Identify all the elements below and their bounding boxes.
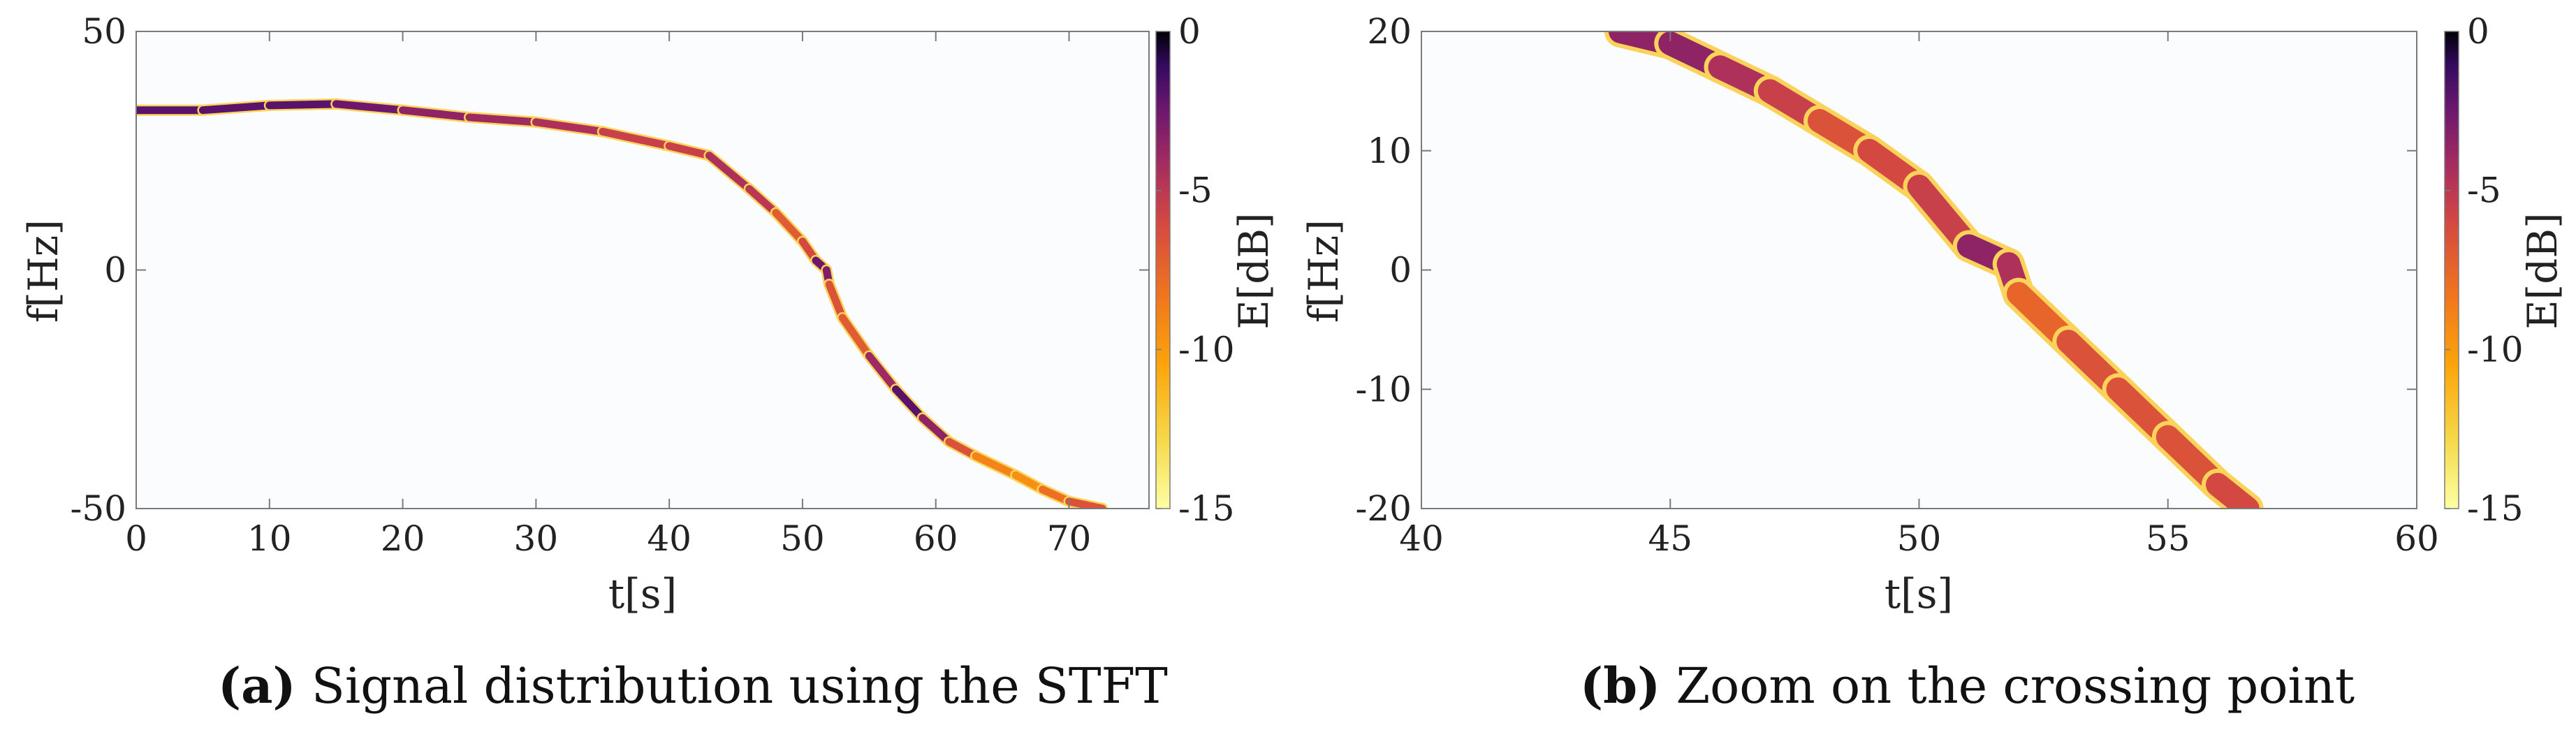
y-tick-label: 50 <box>82 11 126 52</box>
x-tick-label: 45 <box>1648 518 1692 559</box>
colorbar-ticks-b: 0 -5 -10 -15 <box>2445 11 2524 529</box>
caption-a-tag: (a) <box>218 657 296 715</box>
caption-a: (a) Signal distribution using the STFT <box>218 657 1168 715</box>
ridge-segment-1 <box>198 101 274 115</box>
x-tick-label: 30 <box>514 518 559 559</box>
colorbar-a <box>1155 31 1171 509</box>
colorbar-tick-label: -15 <box>1178 488 1235 529</box>
colorbar-tick-label: 0 <box>1178 11 1201 52</box>
ridge-segment-10 <box>745 184 780 217</box>
y-axis-label-a: f[Hz] <box>20 219 67 323</box>
colorbar-ticks-a: 0 -5 -10 -15 <box>1156 11 1235 529</box>
plot-area-b <box>1421 31 2417 509</box>
x-tick-label: 50 <box>1897 518 1942 559</box>
colorbar-tick-label: 0 <box>2467 11 2489 52</box>
colorbar-tick-label: -10 <box>1178 329 1235 370</box>
x-axis-label-a: t[s] <box>608 570 677 618</box>
ridge-segment-13 <box>2206 472 2260 509</box>
colorbar-b <box>2444 31 2459 509</box>
ridge-segment-19 <box>919 414 953 446</box>
y-axis-label-b: f[Hz] <box>1300 219 1347 323</box>
y-tick-label: 10 <box>1367 131 1412 171</box>
x-tick-label: 50 <box>780 518 825 559</box>
y-tick-label: -50 <box>70 488 126 529</box>
y-tick-label: 0 <box>1389 250 1412 291</box>
ridge-segment-24 <box>1065 497 1106 509</box>
x-tick-label: 0 <box>125 518 147 559</box>
y-tick-label: 0 <box>104 250 126 291</box>
ridge-segment-11 <box>772 209 807 246</box>
spectrogram-a <box>136 98 1108 509</box>
x-tick-label: 60 <box>914 518 958 559</box>
ridge-segment-4 <box>399 106 474 122</box>
plot-area-a <box>136 31 1149 509</box>
x-tick-label: 20 <box>381 518 425 559</box>
y-tick-label: -20 <box>1355 488 1412 529</box>
x-tick-label: 40 <box>647 518 691 559</box>
caption-b-text: Zoom on the crossing point <box>1676 657 2355 715</box>
colorbar-label-a: E[dB] <box>1230 212 1278 329</box>
colorbar-tick-label: -5 <box>1178 170 1213 211</box>
ridge-segment-18 <box>892 385 927 422</box>
x-tick-label: 10 <box>247 518 292 559</box>
ridge-segment-17 <box>865 351 900 393</box>
x-tick-label: 40 <box>1399 518 1444 559</box>
ridge-segment-7 <box>599 127 673 150</box>
colorbar-label-b: E[dB] <box>2519 212 2566 329</box>
x-tick-label: 60 <box>2394 518 2439 559</box>
ridge-segment-16 <box>838 314 873 360</box>
x-axis-label-b: t[s] <box>1885 570 1953 618</box>
ridge-segment-9 <box>705 152 754 193</box>
colorbar-tick-label: -10 <box>2467 329 2524 370</box>
caption-b-tag: (b) <box>1580 657 1661 715</box>
ticks-b: 40 45 50 55 60 20 10 0 -10 -20 <box>1355 11 2438 559</box>
caption-b: (b) Zoom on the crossing point <box>1580 657 2355 715</box>
panel-b: 40 45 50 55 60 20 10 0 -10 -20 t[s] f[Hz] 0 -5 -10 -… <box>1300 11 2566 618</box>
caption-a-text: Signal distribution using the STFT <box>311 657 1168 715</box>
colorbar-tick-label: -15 <box>2467 488 2524 529</box>
y-tick-label: 20 <box>1367 11 1412 52</box>
colorbar-tick-label: -5 <box>2467 170 2501 211</box>
ridge-segment-2 <box>265 100 340 110</box>
ridge-segment-5 <box>465 113 540 126</box>
ridge-segment-3 <box>332 100 407 115</box>
spectrogram-b <box>1604 31 2264 509</box>
ridge-segment-15 <box>825 280 847 322</box>
y-tick-label: -10 <box>1355 369 1412 409</box>
x-tick-label: 70 <box>1047 518 1092 559</box>
x-tick-label: 55 <box>2146 518 2190 559</box>
ridge-segment-21 <box>972 452 1020 479</box>
ridge-segment-8 <box>665 142 713 160</box>
ridge-segment-6 <box>532 118 607 136</box>
